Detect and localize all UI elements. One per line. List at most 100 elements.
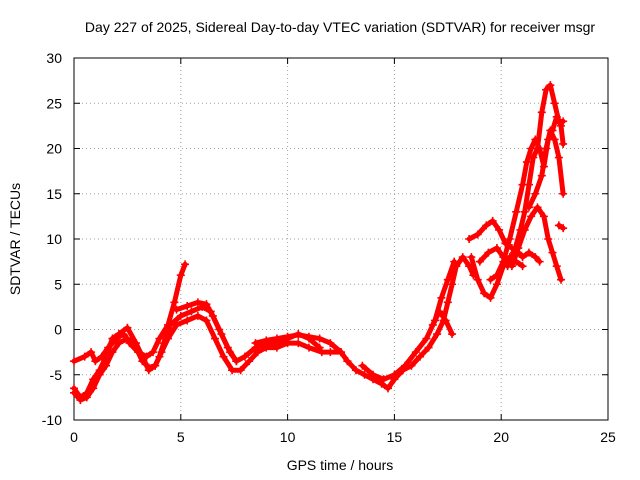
data-point: [531, 135, 540, 144]
data-point: [499, 257, 508, 266]
data-point: [542, 85, 551, 94]
data-point: [294, 339, 303, 348]
data-point: [172, 320, 181, 329]
data-point: [337, 348, 345, 357]
y-axis-label: SDTVAR / TECUs: [7, 183, 23, 295]
data-point: [232, 357, 241, 366]
data-point: [176, 271, 185, 280]
data-point: [138, 357, 147, 366]
data-point: [317, 348, 326, 357]
data-point: [225, 348, 234, 357]
y-tick-label: -10: [42, 412, 62, 428]
x-tick-label: 10: [280, 429, 296, 445]
data-point: [443, 275, 452, 284]
data-point: [473, 230, 482, 239]
y-tick-label: 20: [46, 141, 62, 157]
series-line: [71, 313, 344, 403]
data-point: [91, 357, 100, 366]
data-point: [557, 275, 566, 284]
data-point: [531, 253, 540, 262]
data-point: [428, 320, 437, 329]
data-point: [193, 311, 202, 320]
data-point: [253, 348, 262, 357]
data-point: [358, 361, 367, 370]
data-point: [343, 357, 352, 366]
data-point: [437, 293, 446, 302]
data-point: [217, 330, 226, 339]
data-point: [557, 121, 566, 130]
series-layer: [70, 81, 568, 405]
x-axis-label: GPS time / hours: [287, 457, 394, 473]
data-point: [187, 307, 196, 316]
y-tick-label: 30: [46, 50, 62, 66]
data-point: [559, 189, 568, 198]
data-point: [520, 207, 529, 216]
data-point: [193, 298, 202, 307]
data-point: [123, 334, 132, 343]
tick-layer: 0 5 10 15 20 25 -10 -5 0 5 10 15 20 25 30: [42, 50, 616, 445]
data-point: [482, 221, 491, 230]
series-line: [488, 114, 566, 283]
y-tick-label: 15: [46, 186, 62, 202]
data-point: [542, 144, 551, 153]
series-arc-3: [70, 311, 345, 405]
data-point: [326, 339, 335, 348]
x-tick-label: 25: [600, 429, 616, 445]
y-tick-label: 10: [46, 231, 62, 247]
data-point: [531, 189, 540, 198]
data-point: [492, 280, 501, 289]
series-line: [253, 332, 350, 364]
y-tick-label: 25: [46, 95, 62, 111]
x-tick-label: 5: [177, 429, 185, 445]
data-point: [181, 260, 190, 269]
data-point: [108, 348, 117, 357]
data-point: [102, 361, 111, 370]
data-point: [458, 253, 467, 262]
data-point: [441, 316, 450, 325]
data-point: [251, 339, 260, 348]
y-tick-label: -5: [50, 367, 63, 383]
series-arc-15: [554, 221, 568, 233]
data-point: [520, 225, 529, 234]
data-point: [505, 235, 514, 243]
data-point: [433, 330, 442, 339]
data-point: [377, 379, 386, 388]
data-point: [108, 334, 117, 343]
x-tick-label: 0: [70, 429, 78, 445]
data-point: [475, 257, 484, 266]
data-point: [443, 298, 452, 307]
data-point: [369, 370, 378, 379]
data-point: [527, 144, 536, 153]
data-point: [527, 212, 536, 221]
series-arc-13: [507, 203, 566, 284]
data-point: [435, 307, 444, 316]
data-point: [422, 334, 431, 343]
data-point: [554, 153, 563, 162]
data-point: [76, 396, 85, 405]
data-point: [450, 257, 459, 266]
data-point: [219, 352, 228, 361]
data-point: [424, 343, 433, 352]
data-point: [524, 203, 533, 212]
data-point: [262, 336, 271, 345]
data-point: [550, 135, 559, 144]
data-point: [70, 388, 78, 397]
data-point: [360, 370, 369, 379]
series-arc-8: [428, 307, 457, 339]
data-point: [480, 289, 489, 298]
data-point: [524, 248, 533, 257]
data-point: [518, 253, 527, 262]
data-point: [533, 203, 542, 212]
data-point: [552, 112, 561, 121]
data-point: [149, 348, 158, 357]
data-point: [448, 330, 457, 339]
data-point: [262, 343, 271, 352]
data-point: [486, 275, 495, 284]
data-point: [518, 180, 527, 189]
series-arc-5: [251, 330, 352, 366]
data-point: [552, 262, 561, 271]
data-point: [351, 366, 360, 375]
data-point: [448, 280, 457, 289]
data-point: [304, 332, 313, 341]
